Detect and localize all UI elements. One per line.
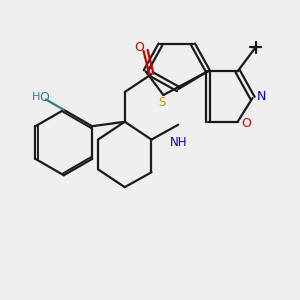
Text: O: O [135,41,145,54]
Text: NH: NH [169,136,187,149]
Text: S: S [158,96,166,109]
Text: H: H [32,92,40,102]
Text: O: O [40,91,50,103]
Text: N: N [257,90,266,103]
Text: O: O [242,117,251,130]
